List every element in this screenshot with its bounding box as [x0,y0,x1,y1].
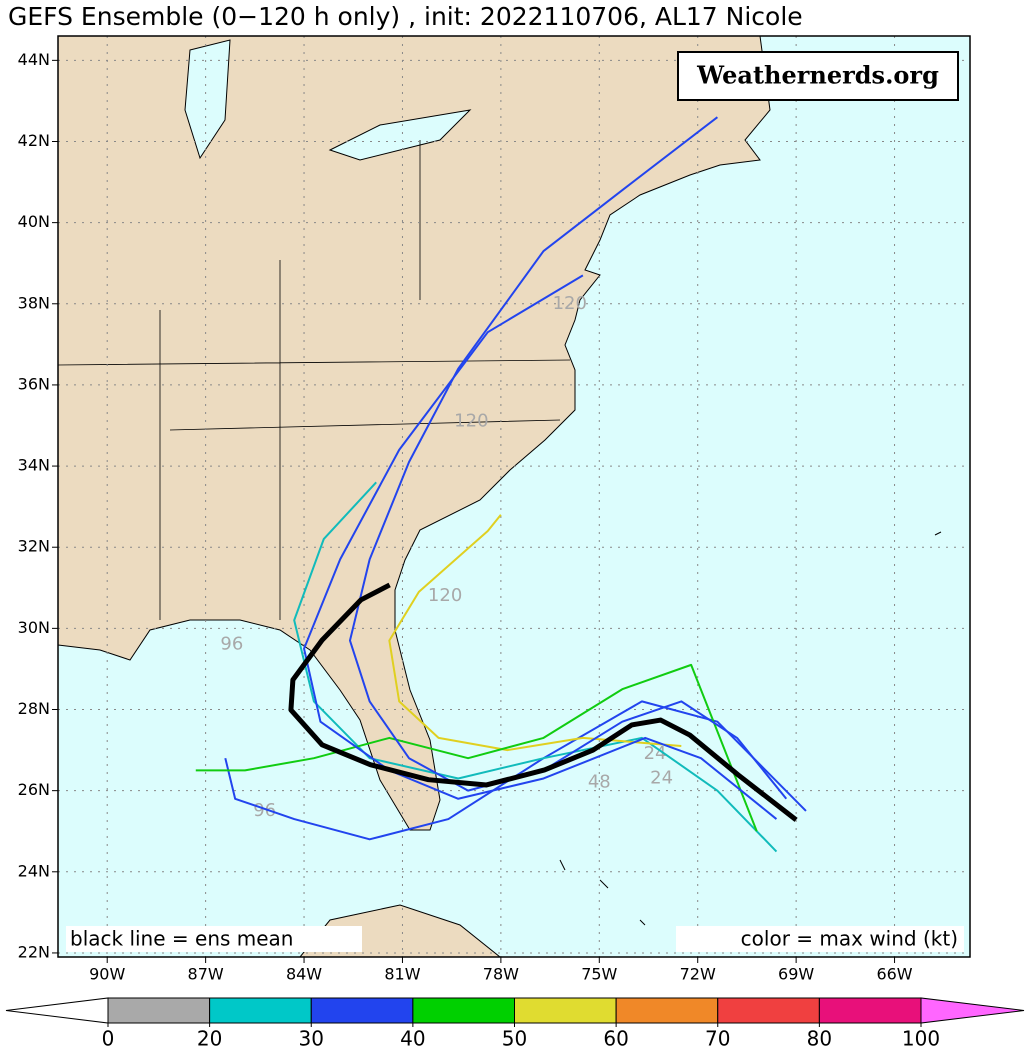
note-bg [676,926,964,952]
colorbar-tick-label: 40 [400,1027,425,1051]
y-tick-label: 26N [18,780,50,799]
lake-erie-ontario [328,109,472,161]
plot-frame [57,35,971,958]
y-tick-label: 42N [18,131,50,150]
y-tick-label: 34N [18,456,50,475]
forecast-hour-label: 120 [553,293,587,314]
x-tick-label: 78W [483,965,519,984]
colorbar-tick-label: 30 [299,1027,324,1051]
x-tick-label: 72W [680,965,716,984]
title: GEFS Ensemble (0−120 h only) , init: 202… [8,2,803,31]
y-tick-label: 30N [18,618,50,637]
colorbar-tick-label: 50 [502,1027,527,1051]
colorbar-segment [412,997,515,1024]
x-tick-label: 90W [89,965,125,984]
x-tick-label: 81W [384,965,420,984]
colorbar-tick-label: 100 [902,1027,940,1051]
member-track [293,481,778,853]
member-track [348,116,788,800]
y-tick-label: 28N [18,699,50,718]
islands [559,531,942,926]
y-tick-label: 40N [18,212,50,231]
colorbar-over [920,997,1025,1024]
forecast-hour-label: 96 [253,800,276,821]
y-tick-label: 22N [18,942,50,961]
member-track [303,274,778,820]
colorbar-segment [209,997,312,1024]
colorbar-tick-label: 60 [603,1027,628,1051]
colorbar-under [5,997,109,1024]
colorbar-tick-label: 20 [197,1027,222,1051]
note-right: color = max wind (kt) [741,927,958,951]
y-tick-label: 38N [18,293,50,312]
colorbar-segment [615,997,719,1024]
colorbar-tick-label: 0 [102,1027,115,1051]
member-track [195,663,758,832]
forecast-hour-label: 24 [650,767,673,788]
x-tick-label: 75W [581,965,617,984]
note-bg [66,926,362,952]
land [58,36,942,957]
y-tick-label: 44N [18,50,50,69]
colorbar-segment [717,997,820,1024]
y-tick-label: 24N [18,861,50,880]
forecast-hour-label: 120 [454,410,488,431]
colorbar-segment [514,997,617,1024]
watermark-box [677,51,959,101]
y-tick-label: 36N [18,374,50,393]
watermark: Weathernerds.org [696,61,939,90]
colorbar-tick-label: 80 [807,1027,832,1051]
note-left: black line = ens mean [70,927,294,951]
y-tick-label: 32N [18,537,50,556]
x-tick-label: 69W [778,965,814,984]
mean-track [288,582,798,822]
x-tick-label: 87W [188,965,224,984]
forecast-hour-label: 24 [644,743,667,764]
x-tick-label: 84W [286,965,322,984]
member-track [388,514,682,752]
state-borders [58,140,571,620]
colorbar-tick-label: 70 [705,1027,730,1051]
lake-michigan [184,39,231,160]
member-track [224,700,807,841]
colorbar-segment [310,997,414,1024]
colorbar-segment [107,997,211,1024]
forecast-hour-label: 96 [220,634,243,655]
forecast-hour-label: 120 [428,585,462,606]
colorbar-segment [818,997,922,1024]
forecast-hour-label: 48 [588,772,611,793]
x-tick-label: 66W [876,965,912,984]
north-america [58,36,771,831]
